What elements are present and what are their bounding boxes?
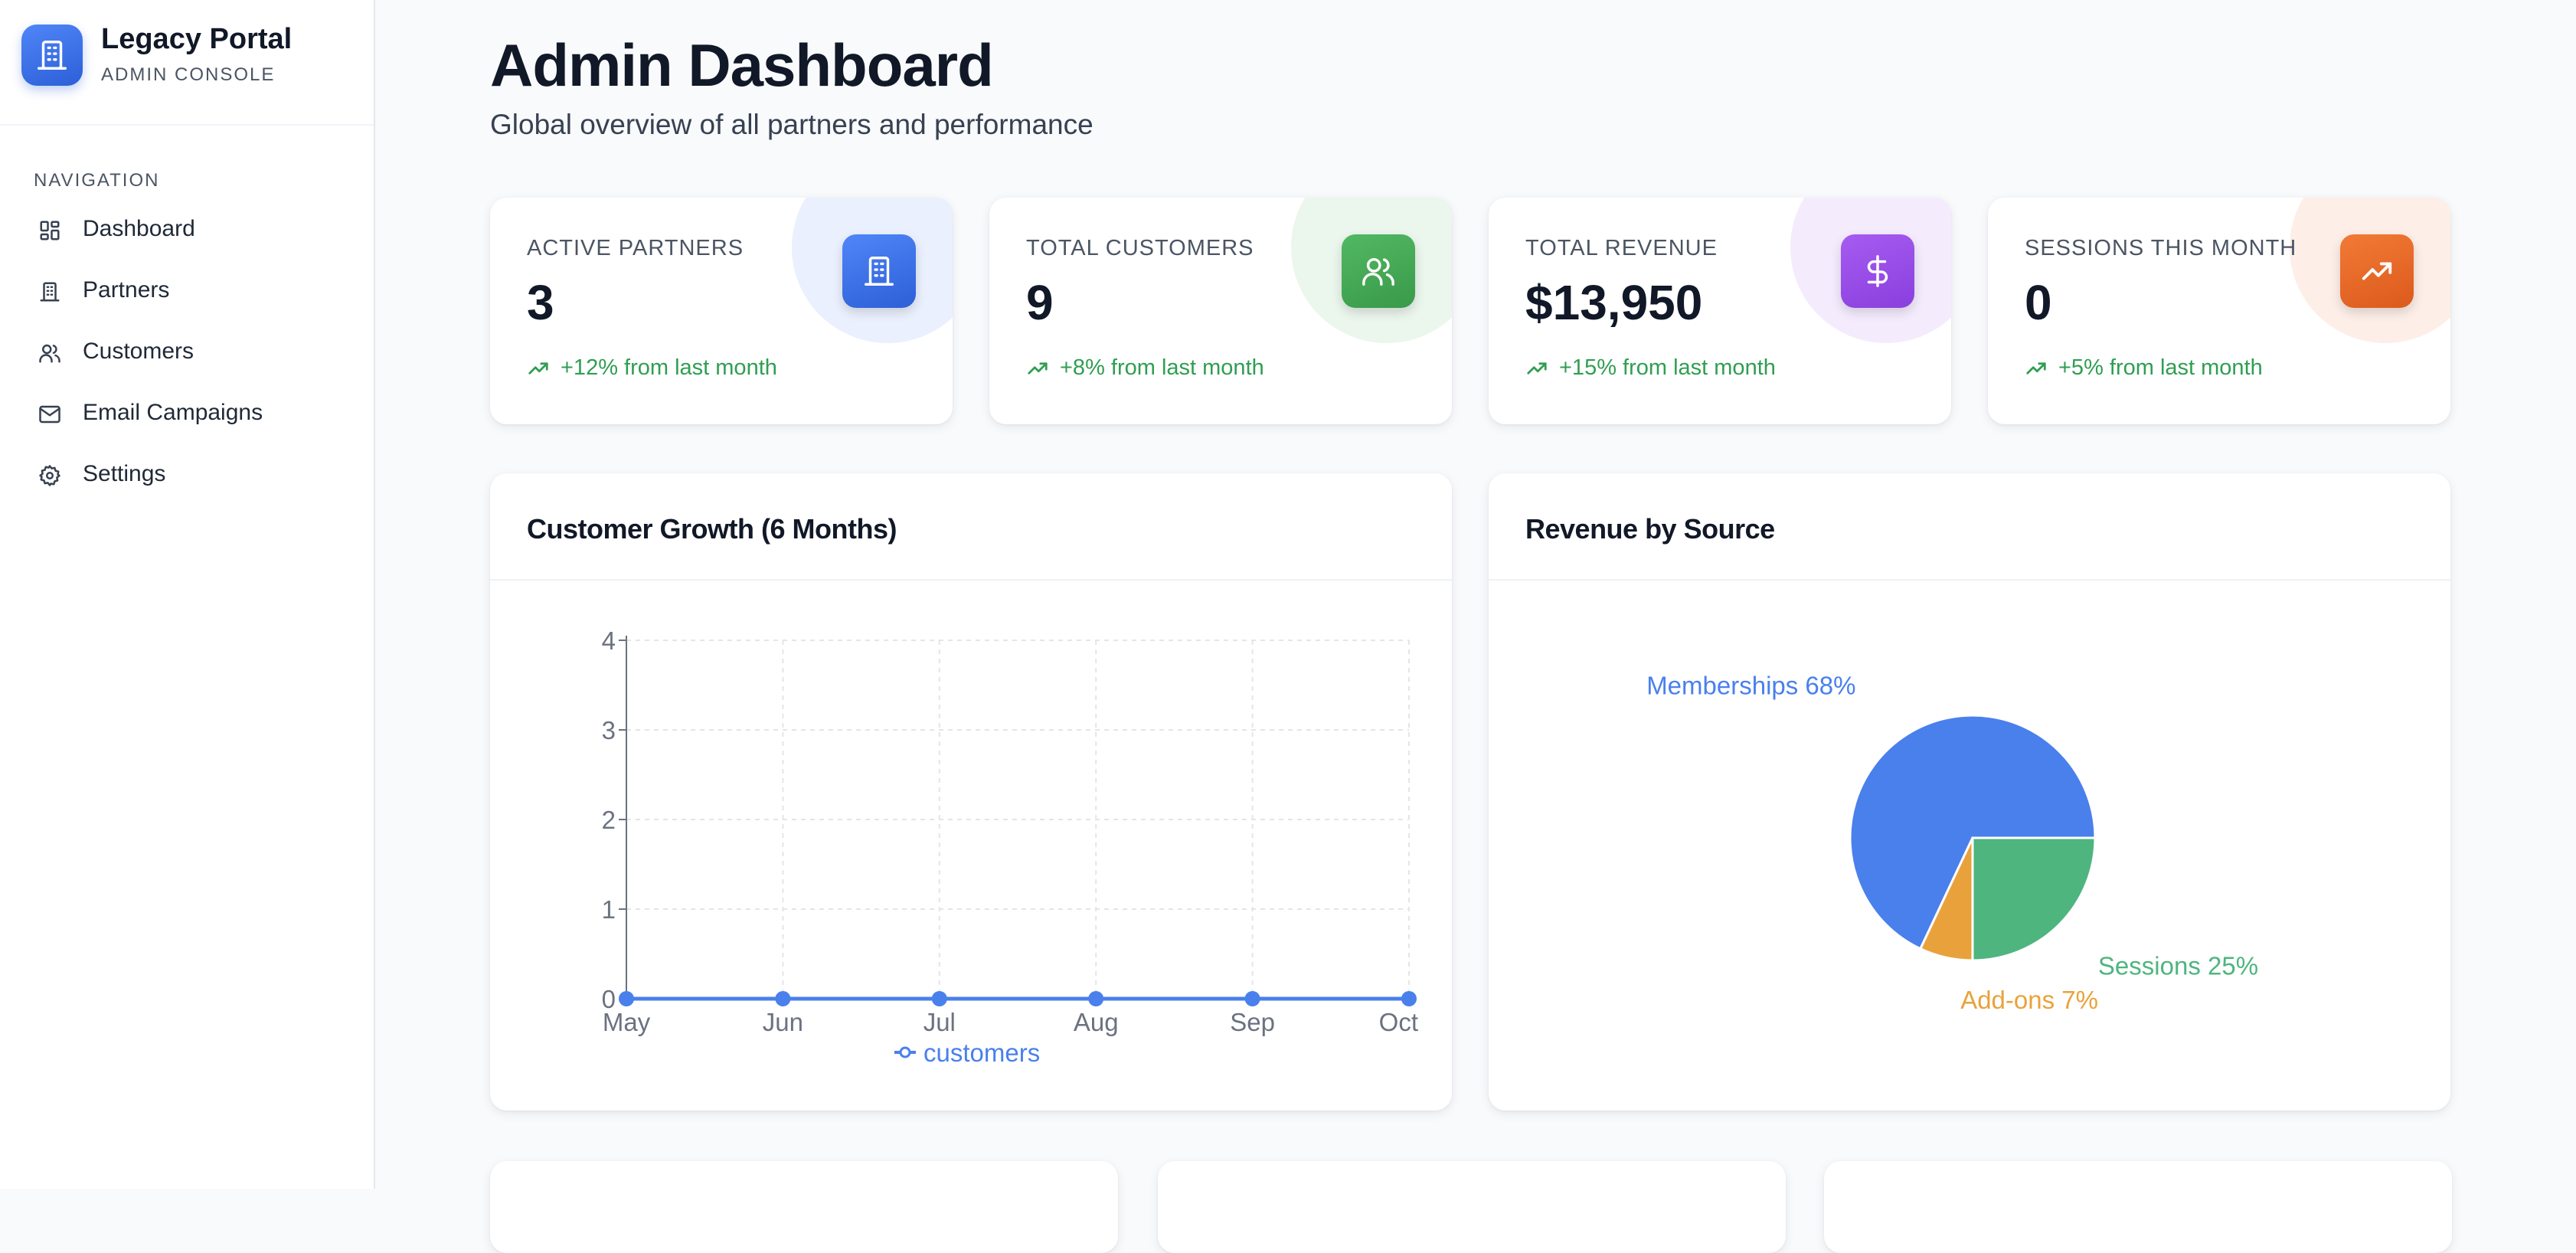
stat-label: TOTAL REVENUE <box>1525 236 1718 260</box>
pie-slice-label: Sessions 25% <box>2098 951 2258 980</box>
stat-card-sessions[interactable]: SESSIONS THIS MONTH 0 +5% from last mont… <box>1988 198 2450 424</box>
y-tick-label: 1 <box>602 895 616 924</box>
customer-growth-chart: 0 1 2 3 4 May Jun Jul Aug Sep Oct customers <box>602 626 1418 1067</box>
building-icon <box>38 280 61 303</box>
stat-trend: +5% from last month <box>2025 355 2263 381</box>
stat-value: 0 <box>2025 275 2052 330</box>
y-tick-label: 4 <box>602 626 616 655</box>
bottom-card-3 <box>1824 1161 2452 1253</box>
x-tick-label: Aug <box>1074 1008 1119 1036</box>
stat-value: 9 <box>1026 275 1054 330</box>
data-point <box>775 991 791 1006</box>
stat-trend: +12% from last month <box>527 355 777 381</box>
sidebar-item-label: Settings <box>83 461 166 486</box>
y-tick-label: 3 <box>602 716 616 744</box>
stat-trend-text: +5% from last month <box>2058 355 2263 380</box>
data-point <box>1401 991 1417 1006</box>
x-tick-label: May <box>603 1008 651 1036</box>
panel-title: Revenue by Source <box>1525 513 1775 545</box>
stat-card-total-revenue[interactable]: TOTAL REVENUE $13,950 +15% from last mon… <box>1489 198 1951 424</box>
panel-header: Customer Growth (6 Months) <box>490 473 1452 581</box>
revenue-pie-chart: Memberships 68% Sessions 25%Add-ons 7% <box>1646 672 2258 1014</box>
y-tick-label: 2 <box>602 806 616 834</box>
data-point <box>1244 991 1260 1006</box>
sidebar-item-settings[interactable]: Settings <box>23 450 352 499</box>
pie-slice <box>1849 714 2097 950</box>
stat-trend: +8% from last month <box>1026 355 1264 381</box>
stat-value: $13,950 <box>1525 275 1703 330</box>
page-subtitle: Global overview of all partners and perf… <box>490 109 1093 140</box>
divider <box>0 124 374 126</box>
pie-slice-label: Memberships 68% <box>1646 672 1855 700</box>
stat-trend: +15% from last month <box>1525 355 1776 381</box>
pie-slice-label: Add-ons 7% <box>1960 986 2098 1014</box>
panel-header: Revenue by Source <box>1489 473 2450 581</box>
customer-growth-panel: Customer Growth (6 Months) 0 1 2 3 4 May Jun Ju… <box>490 473 1452 1111</box>
users-icon <box>1342 234 1415 308</box>
panel-title: Customer Growth (6 Months) <box>527 513 897 545</box>
building-icon <box>842 234 916 308</box>
stat-label: ACTIVE PARTNERS <box>527 236 744 260</box>
x-tick-label: Jun <box>763 1008 803 1036</box>
sidebar: Legacy Portal ADMIN CONSOLE NAVIGATION D… <box>0 0 375 1189</box>
trending-up-icon <box>1028 362 1048 375</box>
revenue-by-source-panel: Revenue by Source Memberships 68% Session… <box>1489 473 2450 1111</box>
data-point <box>931 991 947 1006</box>
trending-up-icon <box>2340 234 2414 308</box>
building-icon <box>21 25 83 86</box>
trending-up-icon <box>2026 362 2046 375</box>
nav-heading: NAVIGATION <box>34 170 160 191</box>
x-tick-label: Oct <box>1379 1008 1418 1036</box>
data-point <box>1088 991 1104 1006</box>
x-tick-label: Sep <box>1230 1008 1275 1036</box>
bottom-card-1 <box>490 1161 1118 1253</box>
dollar-icon <box>1841 234 1914 308</box>
legend-label: customers <box>924 1039 1040 1067</box>
bottom-card-2 <box>1158 1161 1786 1253</box>
brand-title: Legacy Portal <box>101 23 293 55</box>
stat-card-total-customers[interactable]: TOTAL CUSTOMERS 9 +8% from last month <box>989 198 1452 424</box>
sidebar-item-label: Customers <box>83 339 195 364</box>
trending-up-icon <box>528 362 548 375</box>
stat-trend-text: +12% from last month <box>561 355 777 380</box>
users-icon <box>38 342 61 365</box>
x-tick-label: Jul <box>924 1008 956 1036</box>
pie-slice <box>1971 836 2097 962</box>
sidebar-item-label: Partners <box>83 277 170 303</box>
gear-icon <box>38 464 61 487</box>
sidebar-item-label: Dashboard <box>83 216 195 241</box>
data-point <box>619 991 634 1006</box>
y-tick-label: 0 <box>602 985 616 1013</box>
trending-up-icon <box>1527 362 1547 375</box>
stat-trend-text: +15% from last month <box>1559 355 1776 380</box>
stat-value: 3 <box>527 275 554 330</box>
pie-slice <box>1918 837 1974 962</box>
sidebar-item-partners[interactable]: Partners <box>23 267 352 316</box>
brand-subtitle: ADMIN CONSOLE <box>101 64 276 85</box>
dashboard-grid-icon <box>38 219 61 242</box>
stat-label: SESSIONS THIS MONTH <box>2025 236 2297 260</box>
sidebar-item-label: Email Campaigns <box>83 400 263 425</box>
mail-icon <box>38 403 61 426</box>
sidebar-item-customers[interactable]: Customers <box>23 328 352 377</box>
stat-trend-text: +8% from last month <box>1060 355 1264 380</box>
sidebar-item-email-campaigns[interactable]: Email Campaigns <box>23 389 352 438</box>
stat-label: TOTAL CUSTOMERS <box>1026 236 1254 260</box>
stat-card-active-partners[interactable]: ACTIVE PARTNERS 3 +12% from last month <box>490 198 953 424</box>
page-title: Admin Dashboard <box>490 31 994 99</box>
brand[interactable]: Legacy Portal ADMIN CONSOLE <box>21 23 358 107</box>
legend-marker <box>899 1046 911 1058</box>
sidebar-item-dashboard[interactable]: Dashboard <box>23 205 352 254</box>
